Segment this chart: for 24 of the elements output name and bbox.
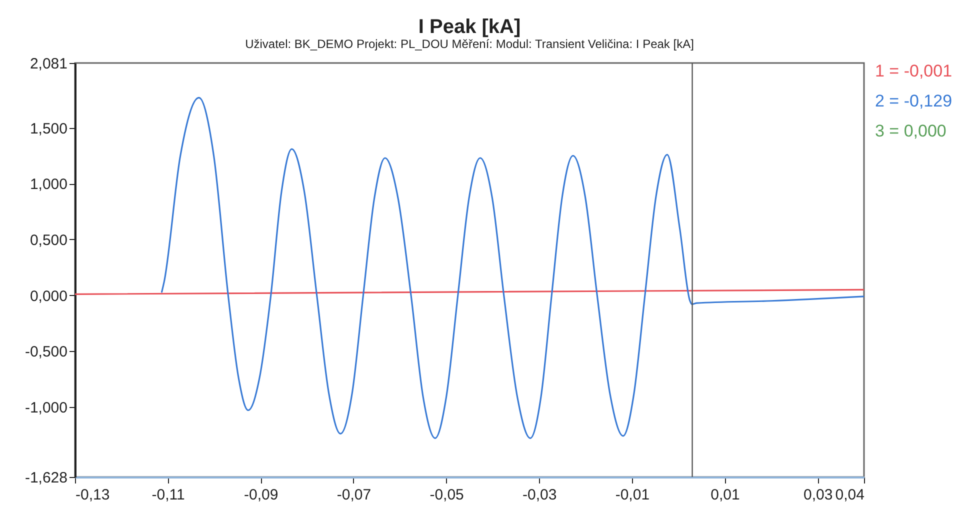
y-tick-label: 2,081 <box>30 56 68 72</box>
x-tick-label: -0,03 <box>522 486 557 504</box>
x-tick-label: -0,07 <box>336 486 372 504</box>
line-series <box>160 96 864 439</box>
x-tick-label: -0,09 <box>244 486 278 504</box>
x-tick-label: -0,11 <box>152 486 185 504</box>
x-tick-label: -0,13 <box>76 486 110 504</box>
y-tick-label: -1,000 <box>24 399 68 416</box>
y-tick-label: 0,500 <box>30 232 68 249</box>
x-tick-label: -0,01 <box>615 486 650 504</box>
y-tick-label: 1,000 <box>30 176 68 194</box>
x-tick-label: -0,05 <box>430 486 464 504</box>
text: 2 = -0,129 <box>875 92 952 110</box>
chart-subtitle: Uživatel: BK_DEMO Projekt: PL_DOU Měření: Modul: Transient Veličina: I Peak [kA] <box>245 37 694 51</box>
y-tick-label: -1,628 <box>24 470 68 486</box>
y-tick-label: 1,500 <box>30 120 68 138</box>
y-tick-label: -0,500 <box>24 344 68 361</box>
legend-label: 3 = 0,000 <box>875 122 946 140</box>
x-tick-label: 0,01 <box>710 486 740 504</box>
y-tick-label: 0,000 <box>30 288 68 305</box>
x-tick-label: 0,03 <box>803 486 833 504</box>
text: 1 = -0,001 <box>875 62 952 80</box>
chart-title: I Peak [kA] <box>418 16 521 38</box>
x-tick-label: 0,04 <box>835 486 864 504</box>
